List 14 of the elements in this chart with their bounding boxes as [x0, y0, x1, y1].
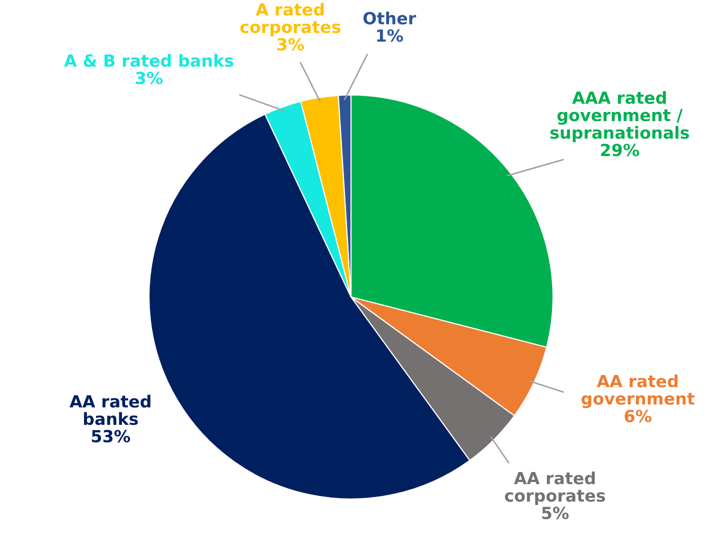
- slice-label: A & B rated banks: [64, 54, 234, 67]
- data-label: 3%: [277, 38, 304, 51]
- slice-label: AAA rated government / supranationals: [550, 91, 689, 142]
- data-label: 53%: [92, 430, 130, 442]
- data-label: 6%: [624, 410, 652, 422]
- slice-label: AA rated government: [582, 374, 695, 408]
- slice-label: AA rated banks: [70, 394, 150, 426]
- slice-label: Other: [363, 12, 416, 24]
- data-label: 3%: [136, 72, 163, 84]
- slice-label: AA rated corporates: [504, 472, 606, 506]
- data-label: 29%: [601, 144, 640, 156]
- slice-label: A rated corporates: [240, 2, 340, 36]
- data-label: 1%: [377, 29, 403, 42]
- data-label: 5%: [542, 506, 569, 520]
